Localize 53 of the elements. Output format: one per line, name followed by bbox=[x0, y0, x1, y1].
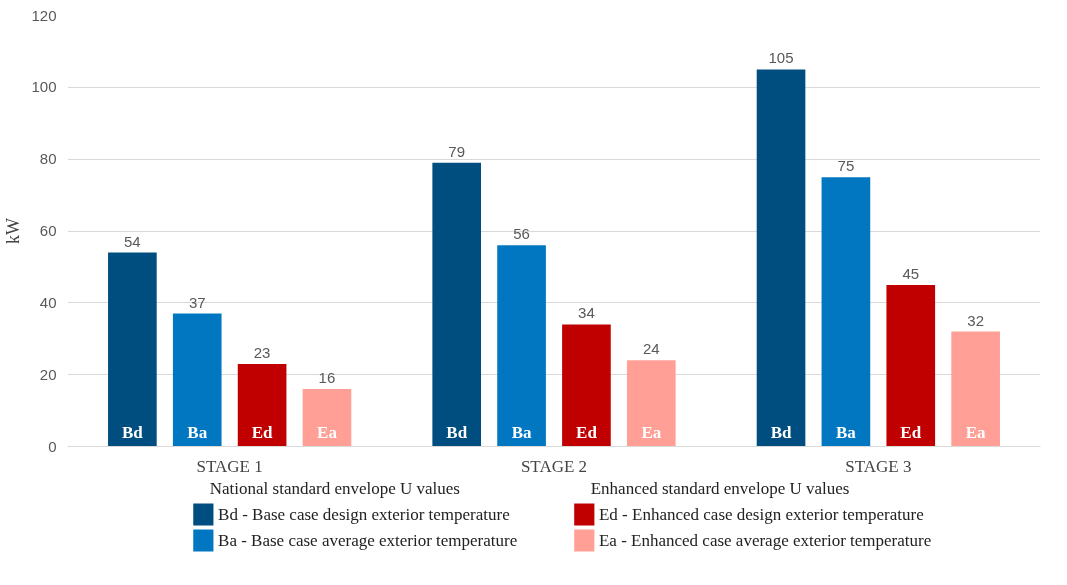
bar bbox=[108, 252, 157, 447]
data-label: 24 bbox=[642, 340, 660, 358]
y-tick-label: 60 bbox=[39, 222, 57, 239]
data-label: 54 bbox=[124, 232, 141, 250]
legend-label: Ed - Enhanced case design exterior temperature bbox=[598, 505, 924, 524]
annotation: Ba bbox=[835, 422, 857, 442]
y-tick-label: 40 bbox=[39, 293, 57, 311]
annotation: Ba bbox=[187, 422, 208, 442]
data-label: 105 bbox=[768, 49, 794, 67]
y-tick-label: 120 bbox=[31, 6, 57, 24]
data-label: 16 bbox=[318, 369, 336, 387]
data-label: 34 bbox=[578, 304, 595, 322]
bar bbox=[302, 389, 352, 447]
legend-label: Bd - Base case design exterior temperature bbox=[218, 505, 510, 524]
data-label: 37 bbox=[188, 293, 206, 311]
bar bbox=[172, 313, 222, 447]
bar bbox=[951, 331, 1000, 447]
x-tick-label: STAGE 1 bbox=[196, 456, 263, 476]
bar bbox=[432, 162, 482, 447]
text: Enhanced standard envelope U values bbox=[590, 479, 850, 498]
legend-label: Ba - Base case average exterior temperature bbox=[218, 531, 518, 550]
x-tick-label: STAGE 3 bbox=[845, 456, 912, 476]
legend-label: Ea - Enhanced case average exterior temperature bbox=[598, 531, 932, 550]
annotation: Ea bbox=[317, 422, 338, 442]
bar bbox=[821, 177, 871, 447]
bar bbox=[562, 324, 611, 447]
annotation: Ea bbox=[641, 422, 662, 442]
annotation: Ba bbox=[511, 422, 532, 442]
x-tick-label: STAGE 2 bbox=[520, 456, 588, 476]
bar bbox=[497, 245, 546, 447]
y-tick-label: 0 bbox=[48, 437, 57, 455]
bar bbox=[756, 69, 806, 447]
y-tick-label: 20 bbox=[39, 365, 57, 383]
annotation: Ed bbox=[576, 422, 598, 442]
data-label: 23 bbox=[253, 343, 271, 361]
y-tick-label: 100 bbox=[31, 78, 57, 96]
data-label: 32 bbox=[967, 311, 984, 329]
data-label: 56 bbox=[513, 225, 530, 243]
bar bbox=[886, 284, 936, 447]
y-tick-label: 80 bbox=[39, 150, 57, 168]
annotation: Bd bbox=[770, 422, 792, 442]
y-axis-title: kW bbox=[3, 217, 24, 244]
bar bbox=[237, 363, 287, 447]
bar bbox=[626, 360, 676, 447]
annotation: Ed bbox=[900, 422, 922, 442]
text: National standard envelope U values bbox=[209, 479, 460, 498]
data-label: 79 bbox=[448, 142, 466, 160]
annotation: Ed bbox=[251, 422, 274, 442]
annotation: Bd bbox=[121, 422, 144, 442]
annotation: Ea bbox=[965, 422, 987, 442]
annotation: Bd bbox=[446, 422, 468, 442]
data-label: 75 bbox=[837, 157, 855, 175]
data-label: 45 bbox=[902, 264, 920, 282]
